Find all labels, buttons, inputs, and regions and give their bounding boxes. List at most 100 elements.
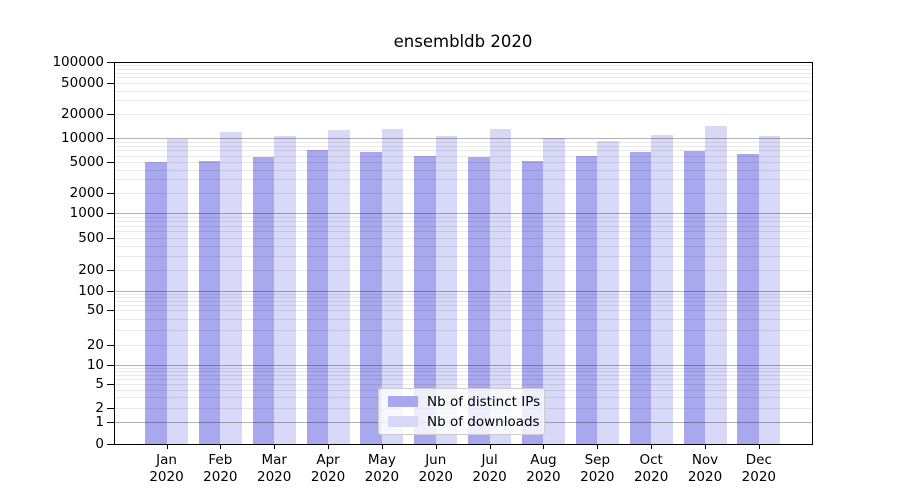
bar-distinct-ips-aug bbox=[521, 160, 544, 444]
y-tick-label: 0 bbox=[95, 436, 104, 452]
minor-gridline bbox=[115, 65, 812, 67]
x-tick-label-may: May 2020 bbox=[364, 452, 400, 485]
y-tick bbox=[107, 344, 114, 346]
minor-gridline bbox=[115, 145, 812, 147]
bar-downloads-sep bbox=[597, 140, 619, 444]
y-tick bbox=[107, 238, 114, 240]
y-tick-label: 10 bbox=[86, 357, 104, 373]
y-tick-label: 50000 bbox=[61, 75, 104, 91]
minor-gridline bbox=[115, 318, 812, 320]
legend-entry-distinct-ips: Nb of distinct IPs bbox=[388, 394, 540, 410]
y-tick bbox=[107, 444, 114, 445]
y-tick bbox=[107, 365, 114, 366]
minor-gridline bbox=[115, 150, 812, 152]
minor-gridline bbox=[115, 72, 812, 74]
x-tick-label-feb: Feb 2020 bbox=[203, 452, 238, 485]
bar-downloads-nov bbox=[705, 125, 727, 444]
minor-gridline bbox=[115, 344, 812, 346]
x-tick-jul bbox=[489, 445, 491, 449]
y-tick-label: 10000 bbox=[61, 130, 104, 147]
minor-gridline bbox=[115, 245, 812, 247]
x-tick-label-apr: Apr 2020 bbox=[310, 452, 346, 485]
bar-downloads-apr bbox=[328, 130, 350, 444]
x-tick-may bbox=[381, 445, 383, 449]
y-tick bbox=[107, 383, 114, 385]
bar-distinct-ips-nov bbox=[683, 150, 705, 444]
bar-downloads-may bbox=[381, 128, 404, 444]
bar-distinct-ips-feb bbox=[198, 161, 221, 444]
x-tick-nov bbox=[705, 445, 706, 449]
major-gridline bbox=[115, 213, 812, 214]
y-tick bbox=[107, 62, 114, 63]
x-tick-label-jul: Jul 2020 bbox=[472, 452, 507, 485]
y-tick bbox=[107, 138, 114, 140]
x-tick-aug bbox=[543, 445, 545, 449]
y-tick-label: 5000 bbox=[69, 154, 104, 170]
minor-gridline bbox=[115, 113, 812, 115]
x-tick-label-jun: Jun 2020 bbox=[418, 452, 453, 485]
bar-downloads-jan bbox=[166, 138, 188, 444]
y-tick-label: 500 bbox=[78, 230, 104, 247]
minor-gridline bbox=[115, 192, 812, 194]
y-tick bbox=[107, 192, 114, 194]
legend-swatch-distinct-ips bbox=[388, 396, 418, 407]
minor-gridline bbox=[115, 305, 812, 306]
minor-gridline bbox=[115, 221, 812, 223]
minor-gridline bbox=[115, 329, 812, 331]
minor-gridline bbox=[115, 83, 812, 84]
bar-downloads-feb bbox=[220, 131, 242, 444]
major-gridline bbox=[115, 62, 812, 63]
major-gridline bbox=[115, 138, 812, 140]
bar-distinct-ips-apr bbox=[306, 150, 329, 444]
legend-entry-downloads: Nb of downloads bbox=[388, 414, 540, 430]
minor-gridline bbox=[115, 155, 812, 157]
y-tick-label: 50 bbox=[86, 301, 104, 318]
y-tick bbox=[107, 421, 114, 423]
minor-gridline bbox=[115, 255, 812, 257]
bar-distinct-ips-sep bbox=[575, 155, 598, 444]
x-tick-sep bbox=[597, 445, 599, 449]
minor-gridline bbox=[115, 162, 812, 163]
minor-gridline bbox=[115, 216, 812, 218]
y-tick bbox=[107, 309, 114, 311]
x-tick-label-mar: Mar 2020 bbox=[257, 452, 292, 485]
y-tick-label: 5 bbox=[95, 375, 104, 392]
minor-gridline bbox=[115, 68, 812, 70]
bar-distinct-ips-mar bbox=[252, 156, 275, 444]
legend-label-distinct-ips: Nb of distinct IPs bbox=[427, 393, 541, 410]
bar-downloads-dec bbox=[758, 136, 781, 444]
y-tick-label: 1 bbox=[95, 413, 104, 430]
y-tick bbox=[107, 408, 114, 409]
bar-downloads-aug bbox=[543, 138, 565, 444]
minor-gridline bbox=[115, 100, 812, 102]
x-tick-label-nov: Nov 2020 bbox=[687, 452, 723, 485]
minor-gridline bbox=[115, 367, 812, 369]
minor-gridline bbox=[115, 231, 812, 233]
y-tick bbox=[107, 269, 114, 271]
x-tick-label-jan: Jan 2020 bbox=[149, 452, 184, 485]
y-tick-label: 1000 bbox=[69, 205, 104, 221]
minor-gridline bbox=[115, 225, 812, 227]
x-tick-apr bbox=[328, 445, 330, 449]
y-tick-label: 2000 bbox=[69, 184, 104, 201]
y-tick bbox=[107, 162, 114, 163]
minor-gridline bbox=[115, 141, 812, 143]
bar-downloads-jun bbox=[435, 135, 458, 444]
x-tick-label-aug: Aug 2020 bbox=[526, 452, 561, 485]
chart-title: ensembldb 2020 bbox=[393, 32, 533, 51]
y-tick-label: 100000 bbox=[52, 54, 104, 70]
x-tick-feb bbox=[220, 445, 222, 449]
bar-downloads-mar bbox=[274, 135, 296, 444]
minor-gridline bbox=[115, 383, 812, 385]
legend-label-downloads: Nb of downloads bbox=[427, 413, 540, 430]
major-gridline bbox=[115, 291, 812, 292]
legend: Nb of distinct IPs Nb of downloads bbox=[378, 388, 545, 435]
minor-gridline bbox=[115, 77, 812, 79]
y-tick-label: 100 bbox=[78, 283, 104, 299]
x-tick-label-sep: Sep 2020 bbox=[580, 452, 615, 485]
minor-gridline bbox=[115, 179, 812, 181]
minor-gridline bbox=[115, 371, 812, 373]
bar-distinct-ips-jul bbox=[468, 156, 490, 444]
bar-distinct-ips-jun bbox=[414, 156, 436, 444]
minor-gridline bbox=[115, 300, 812, 302]
